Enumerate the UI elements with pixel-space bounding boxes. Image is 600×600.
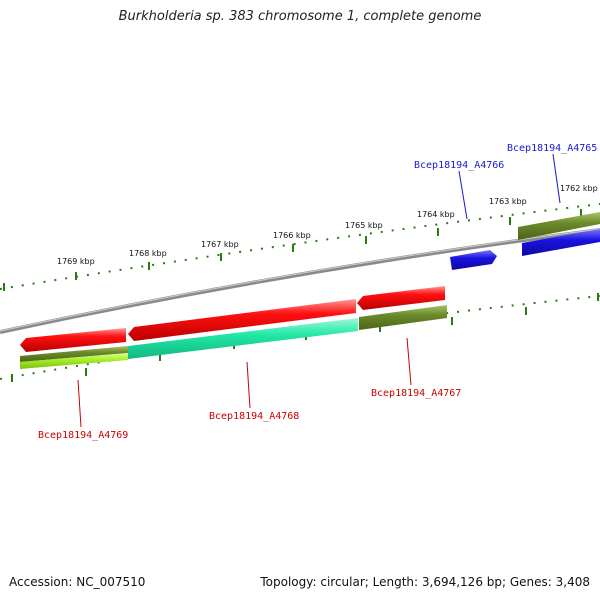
scale-label-1765: 1765 kbp [345, 221, 383, 230]
chromosome-backbone-highlight [0, 228, 600, 332]
forward-strand-genes [450, 212, 600, 270]
reverse-strand-genes-row2 [20, 305, 447, 369]
gene-arrow-a4765[interactable] [522, 229, 600, 256]
gene-arrow-a4768[interactable] [128, 318, 358, 359]
gene-label-a4766[interactable]: Bcep18194_A4766 [414, 160, 504, 171]
forward-scale-major-ticks [3, 209, 582, 291]
scale-label-1766: 1766 kbp [273, 231, 311, 240]
scale-label-1764: 1764 kbp [417, 210, 455, 219]
leader-line-a4766 [458, 170, 468, 220]
gene-arrow-a4769-olive[interactable] [20, 346, 128, 362]
scale-label-1767: 1767 kbp [201, 240, 239, 249]
reverse-scale-major-ticks [11, 293, 599, 382]
gene-label-a4767[interactable]: Bcep18194_A4767 [371, 388, 461, 399]
scale-label-1763: 1763 kbp [489, 197, 527, 206]
map-title: Burkholderia sp. 383 chromosome 1, compl… [118, 9, 482, 24]
scale-label-1762: 1762 kbp [560, 184, 598, 193]
leader-line-a4765 [552, 153, 561, 204]
gene-label-a4768[interactable]: Bcep18194_A4768 [209, 411, 299, 422]
genome-summary-text: Topology: circular; Length: 3,694,126 bp… [260, 575, 590, 589]
scale-labels: 1769 kbp 1768 kbp 1767 kbp 1766 kbp 1765… [57, 184, 598, 266]
gene-label-a4765[interactable]: Bcep18194_A4765 [507, 143, 597, 154]
gene-arrow-a4769-lime[interactable] [20, 353, 128, 369]
scale-label-1769: 1769 kbp [57, 257, 95, 266]
gene-label-a4769[interactable]: Bcep18194_A4769 [38, 430, 128, 441]
gene-arrow-red-2[interactable] [128, 299, 356, 341]
label-leader-lines [77, 153, 561, 428]
reverse-strand-genes-row1 [20, 286, 445, 352]
leader-line-a4767 [406, 337, 412, 386]
gene-arrow-a4766[interactable] [450, 250, 497, 270]
gene-labels: Bcep18194_A4766 Bcep18194_A4765 Bcep1819… [38, 143, 597, 441]
gene-arrow-olive-forward[interactable] [518, 212, 600, 240]
gene-arrow-red-3[interactable] [357, 286, 445, 310]
leader-line-a4769 [77, 379, 82, 428]
gene-arrow-a4767[interactable] [359, 305, 447, 330]
gene-arrow-red-1[interactable] [20, 328, 126, 352]
chromosome-backbone [0, 228, 600, 334]
accession-text: Accession: NC_007510 [9, 575, 146, 589]
leader-line-a4768 [246, 361, 251, 409]
scale-label-1768: 1768 kbp [129, 249, 167, 258]
